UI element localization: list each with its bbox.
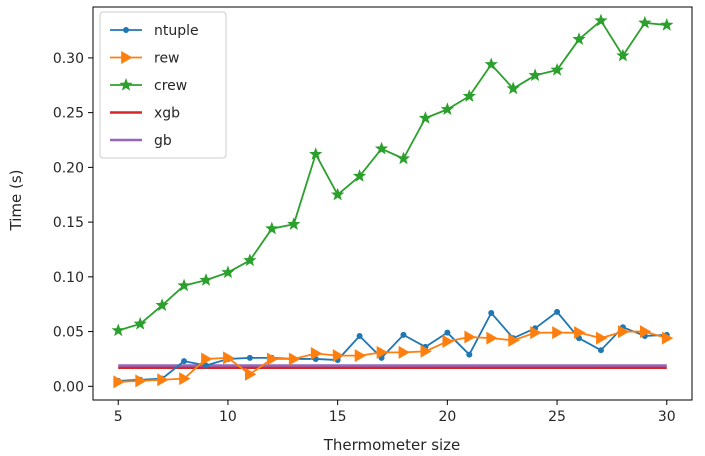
data-point-ntuple bbox=[466, 352, 472, 358]
data-point-ntuple bbox=[444, 330, 450, 336]
data-point-ntuple bbox=[247, 355, 253, 361]
y-axis-title: Time (s) bbox=[7, 170, 25, 232]
y-tick-label: 0.15 bbox=[53, 215, 84, 231]
legend-label-xgb: xgb bbox=[154, 106, 180, 122]
data-point-ntuple bbox=[357, 333, 363, 339]
legend-label-ntuple: ntuple bbox=[154, 23, 199, 39]
data-point-ntuple bbox=[554, 309, 560, 315]
x-tick-label: 10 bbox=[219, 409, 237, 425]
x-tick-label: 20 bbox=[438, 409, 456, 425]
y-tick-label: 0.25 bbox=[53, 106, 84, 122]
data-point-ntuple bbox=[598, 347, 604, 353]
legend-marker-ntuple bbox=[123, 27, 129, 33]
y-tick-label: 0.10 bbox=[53, 270, 84, 286]
x-tick-label: 15 bbox=[329, 409, 347, 425]
legend-label-gb: gb bbox=[154, 133, 172, 149]
x-axis-title: Thermometer size bbox=[323, 436, 461, 454]
x-tick-label: 5 bbox=[114, 409, 123, 425]
x-tick-label: 25 bbox=[548, 409, 566, 425]
legend: ntuple rew crew xgb gb bbox=[100, 12, 226, 158]
y-tick-label: 0.30 bbox=[53, 51, 84, 67]
x-tick-label: 30 bbox=[658, 409, 676, 425]
data-point-ntuple bbox=[181, 358, 187, 364]
data-point-ntuple bbox=[400, 332, 406, 338]
y-tick-label: 0.05 bbox=[53, 325, 84, 341]
data-point-ntuple bbox=[488, 310, 494, 316]
y-tick-label: 0.20 bbox=[53, 160, 84, 176]
y-tick-label: 0.00 bbox=[53, 379, 84, 395]
legend-label-crew: crew bbox=[154, 78, 187, 94]
legend-label-rew: rew bbox=[154, 51, 180, 67]
